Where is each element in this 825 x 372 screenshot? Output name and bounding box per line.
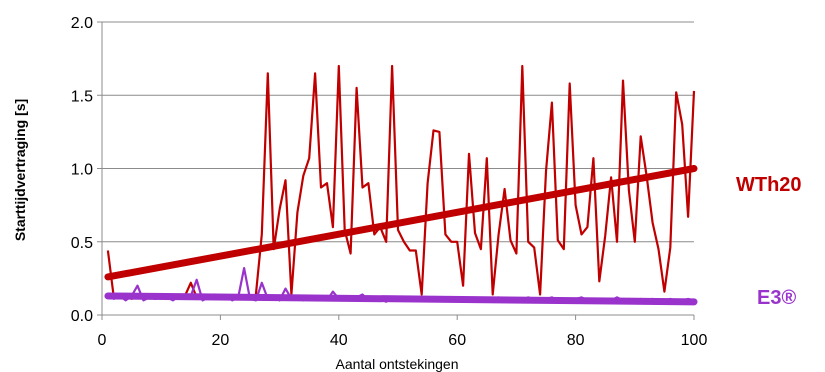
x-tick-label-3: 60 xyxy=(448,332,466,349)
y-axis-title: Starttijdvertraging [s] xyxy=(12,99,28,241)
x-tick-label-0: 0 xyxy=(98,332,107,349)
x-tick-label-2: 40 xyxy=(330,332,348,349)
tick-labels: 0.0 0.5 1.0 1.5 2.0 0 20 40 60 80 100 xyxy=(71,15,708,349)
y-tick-label-2: 1.0 xyxy=(71,162,93,179)
axes xyxy=(97,21,695,320)
series-label-wth20: WTh20 xyxy=(736,174,802,196)
trendline-0 xyxy=(104,165,698,281)
y-tick-label-0: 0.0 xyxy=(71,308,93,325)
trendline-1 xyxy=(104,292,698,306)
y-tick-label-4: 2.0 xyxy=(71,15,93,32)
y-tick-label-1: 0.5 xyxy=(71,235,93,252)
x-axis-title: Aantal ontstekingen xyxy=(336,356,459,372)
y-tick-label-3: 1.5 xyxy=(71,88,93,105)
x-tick-label-1: 20 xyxy=(212,332,230,349)
x-tick-label-5: 100 xyxy=(681,332,708,349)
trendlines xyxy=(104,165,698,306)
gridlines xyxy=(102,21,694,243)
series-label-e3: E3® xyxy=(757,287,796,309)
x-tick-label-4: 80 xyxy=(567,332,585,349)
